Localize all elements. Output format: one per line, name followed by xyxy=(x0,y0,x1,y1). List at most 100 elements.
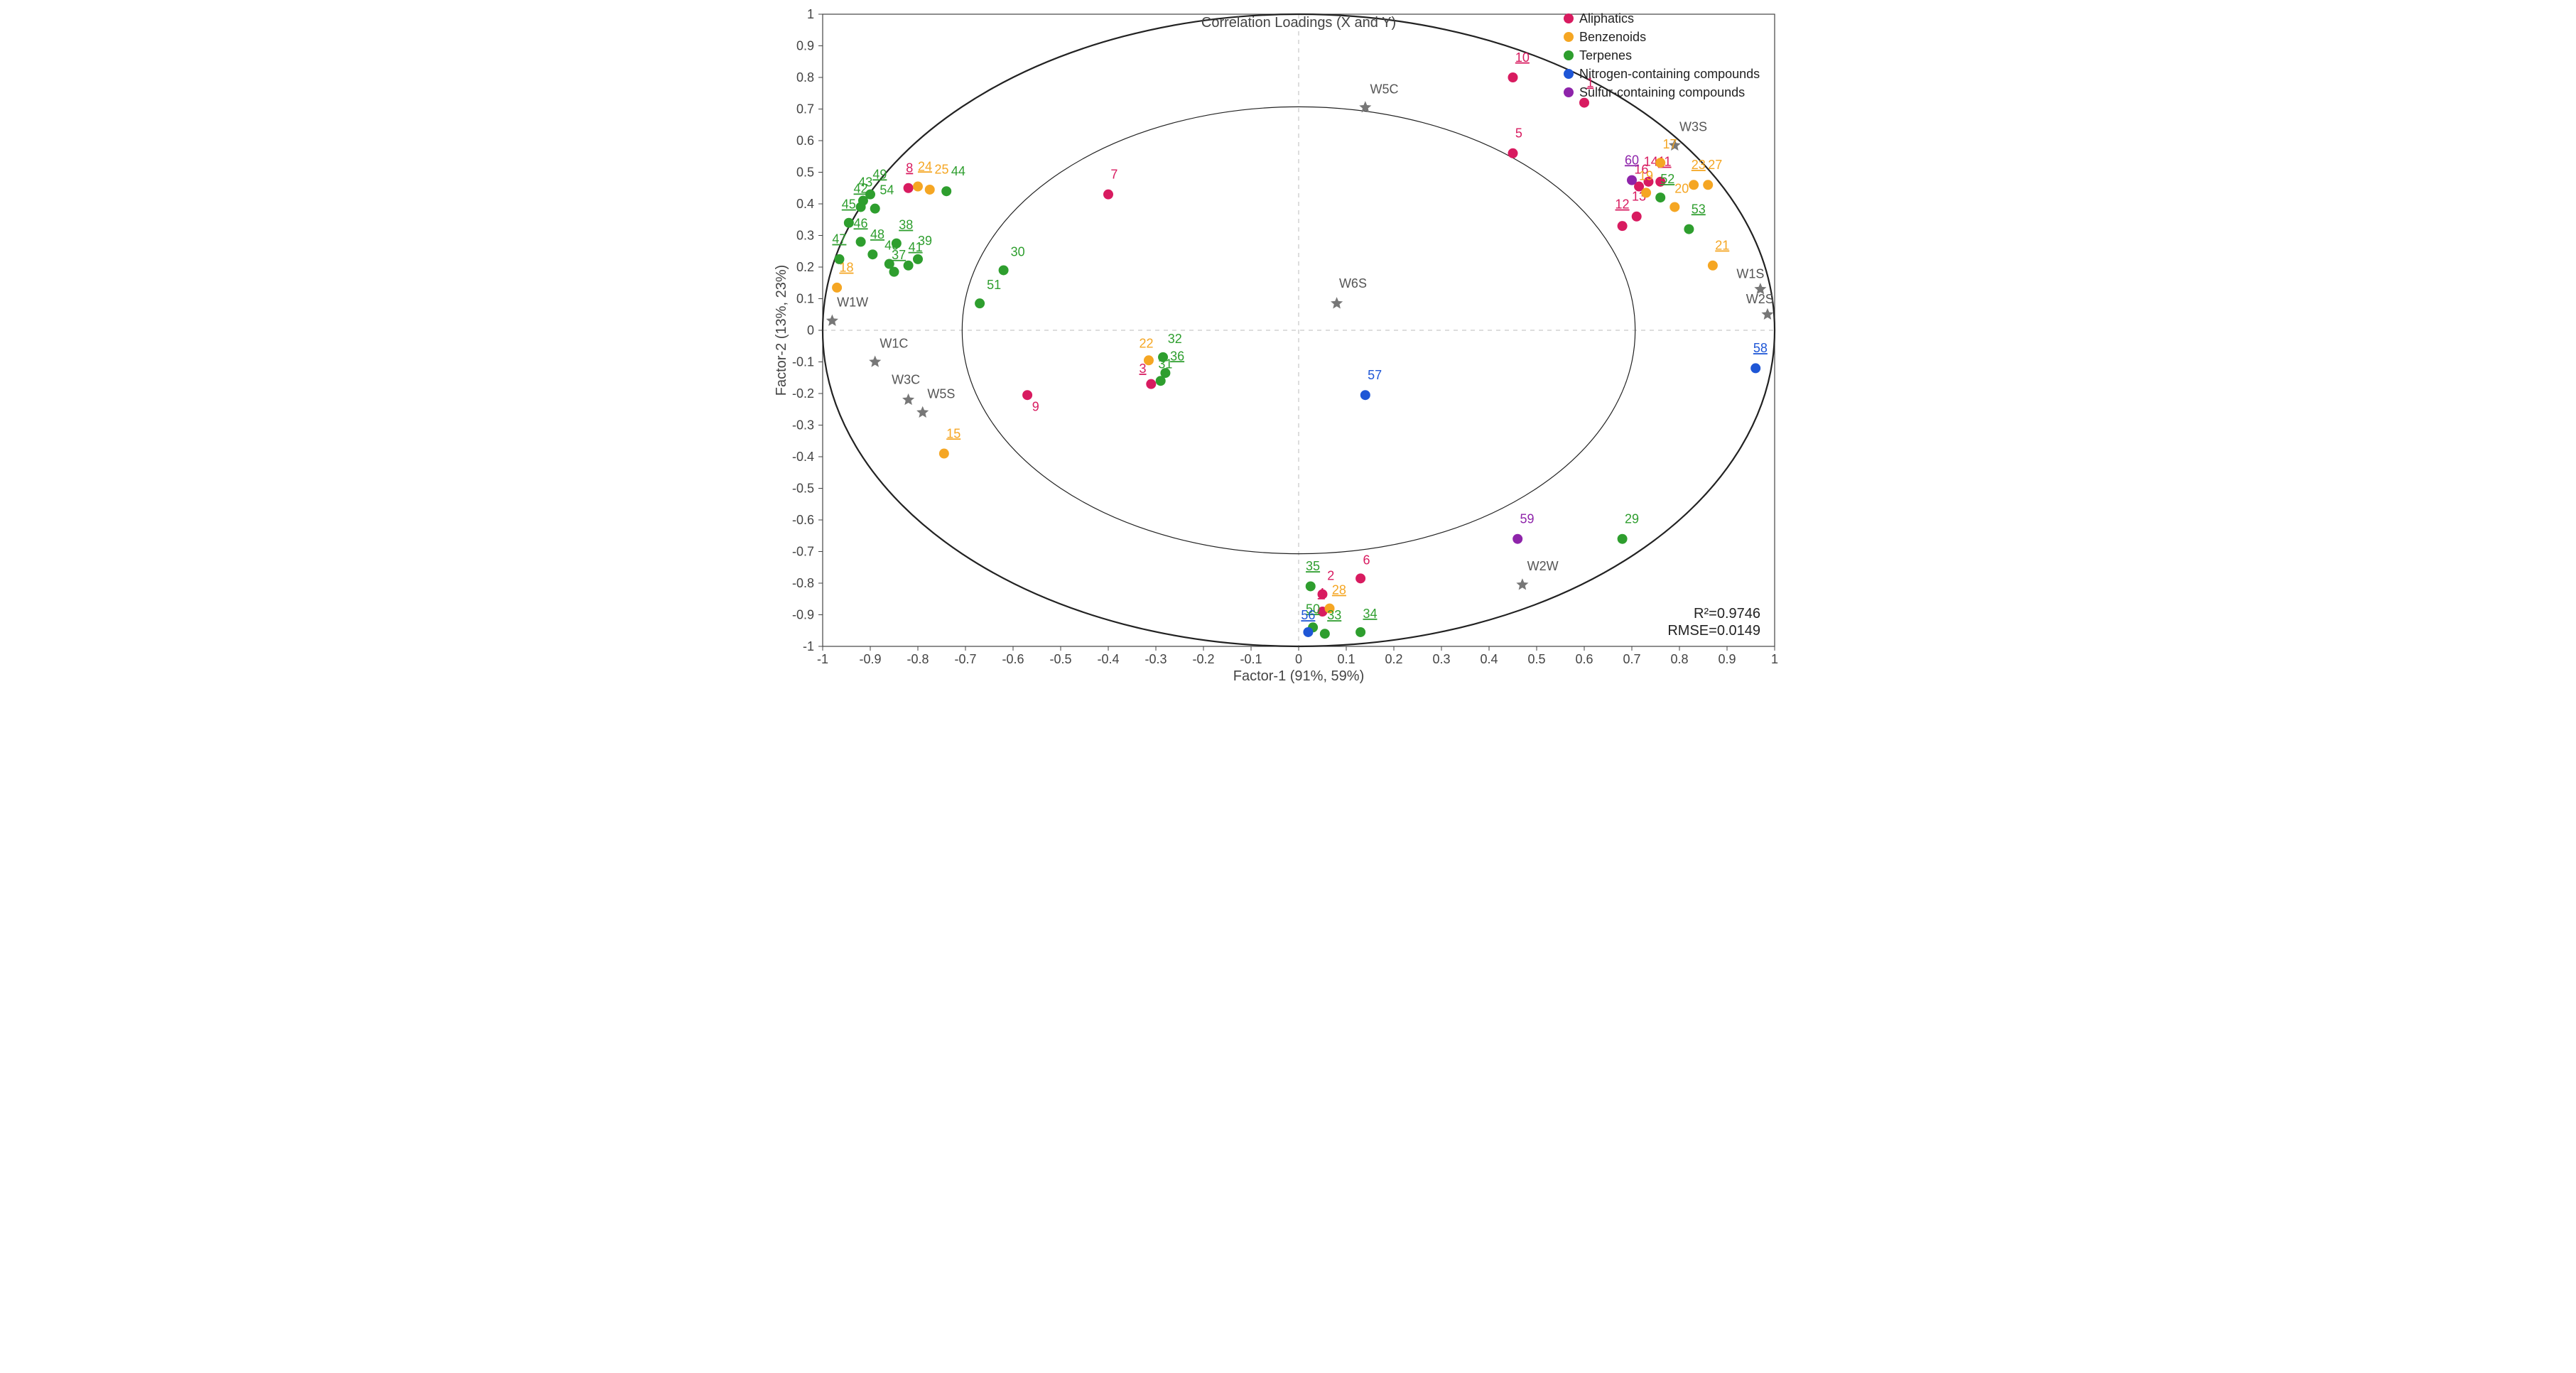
x-tick-label: 0.5 xyxy=(1527,652,1545,666)
x-tick-label: 0.9 xyxy=(1718,652,1736,666)
data-point xyxy=(1618,534,1628,544)
data-point-label: 52 xyxy=(1660,172,1674,186)
data-point xyxy=(999,265,1009,275)
data-point-label: 17 xyxy=(1663,137,1677,151)
y-tick-label: 0.2 xyxy=(796,260,814,274)
data-point-label: 30 xyxy=(1011,244,1025,259)
data-point-label: 9 xyxy=(1032,399,1039,413)
data-point-label: 42 xyxy=(854,181,868,195)
legend-marker xyxy=(1564,13,1574,23)
data-point-label: 47 xyxy=(832,232,846,246)
data-point-label: 46 xyxy=(854,216,868,230)
x-tick-label: 0.4 xyxy=(1480,652,1498,666)
data-point xyxy=(975,298,985,308)
x-tick-label: -0.5 xyxy=(1049,652,1071,666)
x-tick-label: 0.3 xyxy=(1432,652,1450,666)
score-star-label: W1W xyxy=(837,295,868,310)
x-tick-label: -0.2 xyxy=(1192,652,1214,666)
y-tick-label: -0.6 xyxy=(792,513,814,527)
y-tick-label: 0.5 xyxy=(796,165,814,180)
score-star-label: W2S xyxy=(1746,292,1774,306)
y-tick-label: 0.3 xyxy=(796,229,814,243)
score-star-label: W6S xyxy=(1339,276,1367,291)
data-point-label: 29 xyxy=(1625,511,1639,526)
data-point-label: 21 xyxy=(1715,239,1729,253)
data-point-label: 34 xyxy=(1363,607,1377,621)
x-axis-label: Factor-1 (91%, 59%) xyxy=(1233,668,1365,684)
y-tick-label: -0.7 xyxy=(792,545,814,559)
data-point xyxy=(913,254,923,264)
data-point xyxy=(904,183,914,193)
score-star-label: W5C xyxy=(1370,82,1399,96)
data-point xyxy=(856,237,866,246)
data-point-label: 8 xyxy=(906,161,913,175)
x-tick-label: -1 xyxy=(817,652,828,666)
y-tick-label: -0.2 xyxy=(792,386,814,401)
data-point xyxy=(1360,390,1370,400)
y-tick-label: 0.4 xyxy=(796,197,814,211)
data-point-label: 49 xyxy=(872,167,887,181)
data-point-label: 48 xyxy=(870,227,884,242)
y-tick-label: -1 xyxy=(803,639,814,653)
data-point xyxy=(1689,180,1699,190)
data-point xyxy=(1320,629,1330,639)
legend-label: Terpenes xyxy=(1579,48,1632,63)
data-point xyxy=(1708,261,1718,271)
x-tick-label: -0.1 xyxy=(1240,652,1262,666)
data-point xyxy=(1355,573,1365,583)
data-point xyxy=(1508,148,1518,158)
r2-label: R²=0.9746 xyxy=(1694,606,1760,622)
data-point-label: 10 xyxy=(1515,50,1530,65)
data-point xyxy=(1144,355,1154,365)
y-axis-label: Factor-2 (13%, 23%) xyxy=(774,265,789,396)
data-point-label: 35 xyxy=(1306,559,1320,573)
data-point xyxy=(1306,581,1316,591)
y-tick-label: -0.5 xyxy=(792,482,814,496)
y-tick-label: 0.9 xyxy=(796,39,814,53)
data-point-label: 57 xyxy=(1368,368,1382,382)
data-point xyxy=(1641,188,1651,197)
score-star xyxy=(916,406,929,418)
data-point-label: 4 xyxy=(1318,586,1325,600)
data-point-label: 20 xyxy=(1674,181,1689,195)
data-point-label: 44 xyxy=(951,164,965,178)
y-tick-label: 0.6 xyxy=(796,134,814,148)
data-point xyxy=(941,186,951,196)
y-tick-label: 0.7 xyxy=(796,102,814,116)
legend-label: Sulfur-containing compounds xyxy=(1579,85,1745,99)
data-point-label: 56 xyxy=(1301,608,1315,622)
data-point xyxy=(834,254,844,264)
y-tick-label: -0.9 xyxy=(792,608,814,622)
data-point-label: 32 xyxy=(1168,332,1182,346)
y-tick-label: 1 xyxy=(807,7,814,21)
y-tick-label: 0.1 xyxy=(796,292,814,306)
x-tick-label: 0.7 xyxy=(1623,652,1640,666)
data-point xyxy=(1512,534,1522,544)
data-point xyxy=(925,185,935,195)
data-point xyxy=(1303,627,1313,637)
score-star-label: W1S xyxy=(1736,267,1764,281)
y-tick-label: -0.3 xyxy=(792,418,814,433)
data-point-label: 6 xyxy=(1363,553,1370,567)
legend-label: Aliphatics xyxy=(1579,11,1634,26)
data-point-label: 37 xyxy=(892,248,906,262)
score-star xyxy=(1516,578,1528,590)
data-point-label: 7 xyxy=(1110,167,1117,181)
data-point-label: 54 xyxy=(880,183,894,197)
data-point-label: 19 xyxy=(1639,169,1653,183)
x-tick-label: -0.4 xyxy=(1097,652,1119,666)
x-tick-label: 1 xyxy=(1771,652,1778,666)
legend-marker xyxy=(1564,32,1574,42)
y-tick-label: -0.4 xyxy=(792,450,814,464)
data-point-label: 58 xyxy=(1753,341,1768,355)
x-tick-label: 0.6 xyxy=(1575,652,1593,666)
data-point xyxy=(1655,192,1665,202)
data-point-label: 2 xyxy=(1327,569,1334,583)
data-point-label: 31 xyxy=(1158,357,1172,371)
score-star-label: W3S xyxy=(1679,120,1707,134)
data-point xyxy=(904,261,914,271)
x-tick-label: 0 xyxy=(1295,652,1302,666)
data-point xyxy=(939,449,949,459)
data-point-label: 23 xyxy=(1692,158,1706,172)
x-tick-label: -0.9 xyxy=(859,652,881,666)
